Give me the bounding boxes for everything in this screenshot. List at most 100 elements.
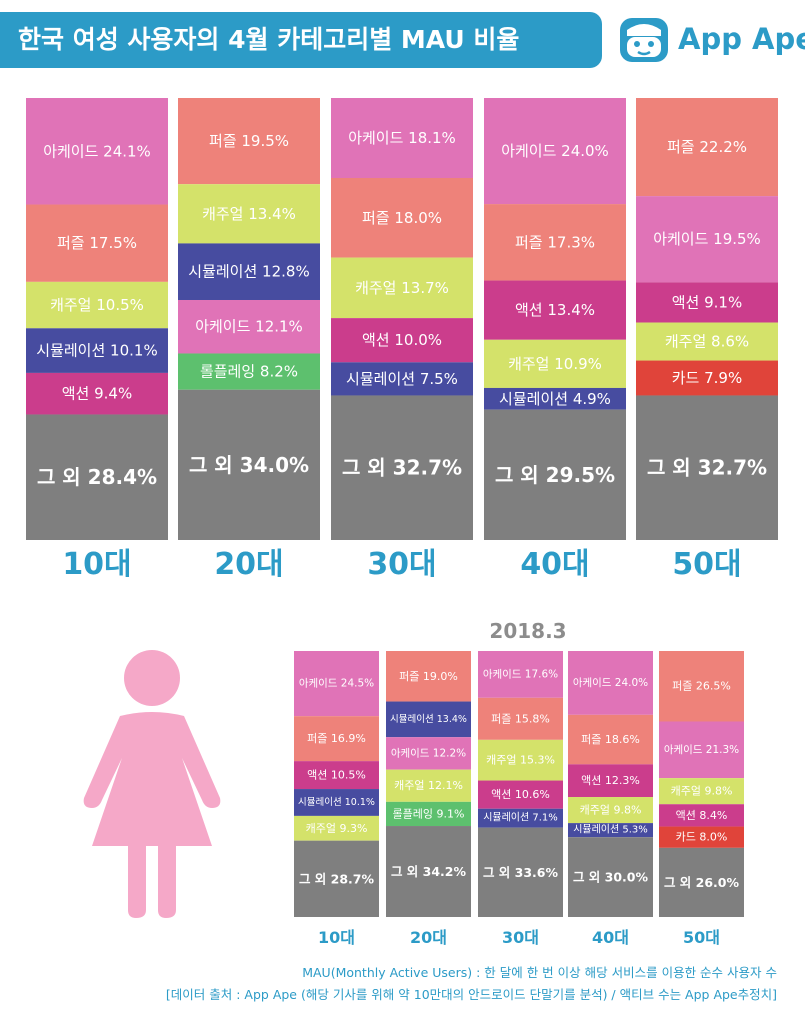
chart-march: 2018.3 아케이드 24.5% 퍼즐 16.9% 액션 10.5% 시뮬레이션 10… [294, 619, 744, 947]
segment-label: 퍼즐 26.5% [672, 680, 731, 693]
segment-label: 시뮬레이션 4.9% [499, 390, 611, 408]
age-group-label: 50대 [672, 547, 741, 582]
bar-segment-아케이드 [26, 98, 168, 205]
bar-segment-시뮬레이션 [331, 362, 473, 396]
chart-title: 2018.3 [489, 619, 566, 643]
segment-label: 시뮬레이션 13.4% [390, 714, 467, 725]
segment-label: 액션 9.4% [62, 385, 132, 403]
bar-segment-그-외 [178, 389, 320, 540]
segment-label: 그 외 34.2% [391, 864, 467, 879]
bar-segment-아케이드 [294, 651, 379, 717]
segment-label: 캐주얼 13.7% [355, 279, 449, 297]
bar-segment-아케이드 [386, 737, 471, 770]
bar-segment-액션 [294, 761, 379, 790]
segment-label: 퍼즐 15.8% [491, 712, 550, 725]
segment-label: 액션 12.3% [581, 774, 640, 787]
segment-label: 캐주얼 12.1% [394, 778, 463, 792]
bar-segment-그-외 [386, 826, 471, 917]
brand-name: App Ape [678, 22, 805, 56]
bar-segment-카드 [636, 360, 778, 396]
bar-segment-액션 [26, 372, 168, 415]
segment-label: 시뮬레이션 7.5% [346, 370, 458, 388]
segment-label: 캐주얼 9.8% [580, 803, 642, 817]
segment-label: 액션 8.4% [676, 809, 728, 822]
segment-label: 시뮬레이션 5.3% [573, 824, 648, 836]
segment-label: 액션 9.1% [672, 293, 742, 311]
segment-label: 시뮬레이션 10.1% [298, 797, 375, 808]
bar-segment-액션 [659, 804, 744, 827]
bar-segment-캐주얼 [294, 815, 379, 841]
bar-segment-그-외 [478, 827, 563, 917]
segment-label: 시뮬레이션 10.1% [36, 342, 157, 360]
segment-label: 캐주얼 9.8% [671, 784, 733, 798]
ape-face-icon [620, 18, 668, 62]
woman-figure-icon [83, 650, 221, 918]
bar-segment-시뮬레이션 [294, 789, 379, 816]
segment-label: 롤플레잉 9.1% [393, 807, 465, 820]
bar-segment-액션 [568, 764, 653, 798]
chart-april: 아케이드 24.1% 퍼즐 17.5% 캐주얼 10.5% 시뮬레이션 10.1% 액션… [26, 98, 778, 582]
segment-label: 롤플레잉 8.2% [200, 363, 298, 381]
bar-segment-그-외 [484, 409, 626, 540]
segment-label: 퍼즐 19.0% [399, 670, 458, 683]
age-group-label: 30대 [502, 928, 539, 947]
bar-segment-시뮬레이션 [484, 387, 626, 410]
segment-label: 카드 8.0% [676, 831, 728, 844]
bar-segment-그-외 [26, 414, 168, 540]
segment-label: 아케이드 19.5% [653, 230, 761, 248]
bar-segment-퍼즐 [568, 714, 653, 765]
bar-segment-아케이드 [659, 721, 744, 779]
bar-segment-롤플레잉 [386, 801, 471, 827]
title-banner: 한국 여성 사용자의 4월 카테고리별 MAU 비율 [0, 12, 602, 68]
segment-label: 시뮬레이션 7.1% [483, 812, 558, 824]
segment-label: 아케이드 18.1% [348, 129, 456, 147]
bar-segment-캐주얼 [659, 778, 744, 805]
bar-segment-캐주얼 [331, 257, 473, 319]
segment-label: 아케이드 17.6% [483, 668, 558, 680]
bar-segment-롤플레잉 [178, 353, 320, 390]
segment-label: 액션 10.0% [362, 331, 442, 349]
segment-label: 액션 13.4% [515, 301, 595, 319]
segment-label: 그 외 32.7% [342, 456, 462, 480]
bar-segment-그-외 [659, 847, 744, 917]
bar-segment-아케이드 [178, 299, 320, 354]
segment-label: 아케이드 24.5% [299, 678, 374, 690]
bar-segment-퍼즐 [294, 716, 379, 762]
age-group-label: 50대 [683, 928, 720, 947]
segment-label: 액션 10.6% [491, 788, 550, 801]
bar-segment-캐주얼 [178, 184, 320, 244]
segment-label: 그 외 30.0% [573, 870, 649, 885]
segment-label: 아케이드 21.3% [664, 744, 739, 756]
segment-label: 그 외 34.0% [189, 453, 309, 477]
segment-label: 퍼즐 17.3% [515, 233, 595, 251]
bar-segment-그-외 [568, 837, 653, 917]
bar-segment-그-외 [294, 840, 379, 917]
segment-label: 그 외 28.4% [37, 465, 157, 489]
bar-segment-캐주얼 [386, 769, 471, 802]
bar-segment-캐주얼 [478, 739, 563, 781]
bar-segment-액션 [484, 280, 626, 340]
segment-label: 아케이드 24.0% [573, 677, 648, 689]
segment-label: 그 외 32.7% [647, 456, 767, 480]
bar-segment-아케이드 [484, 98, 626, 205]
age-group-label: 10대 [318, 928, 355, 947]
segment-label: 아케이드 24.0% [501, 142, 609, 160]
bar-segment-시뮬레이션 [178, 243, 320, 300]
bar-segment-퍼즐 [26, 204, 168, 282]
bar-segment-그-외 [636, 395, 778, 540]
age-group-label: 40대 [520, 547, 589, 582]
bar-segment-아케이드 [331, 98, 473, 179]
bar-segment-시뮬레이션 [568, 823, 653, 838]
bar-segment-퍼즐 [484, 204, 626, 281]
footnotes: MAU(Monthly Active Users) : 한 달에 한 번 이상 … [166, 962, 777, 1006]
bar-segment-아케이드 [636, 196, 778, 283]
bar-segment-시뮬레이션 [478, 808, 563, 828]
segment-label: 캐주얼 9.3% [306, 821, 368, 835]
segment-label: 퍼즐 18.6% [581, 733, 640, 746]
bar-segment-캐주얼 [568, 797, 653, 824]
segment-label: 아케이드 12.1% [195, 318, 303, 336]
bar-segment-퍼즐 [659, 651, 744, 722]
bar-segment-아케이드 [478, 651, 563, 698]
age-group-label: 40대 [592, 928, 629, 947]
age-group-label: 20대 [214, 547, 283, 582]
